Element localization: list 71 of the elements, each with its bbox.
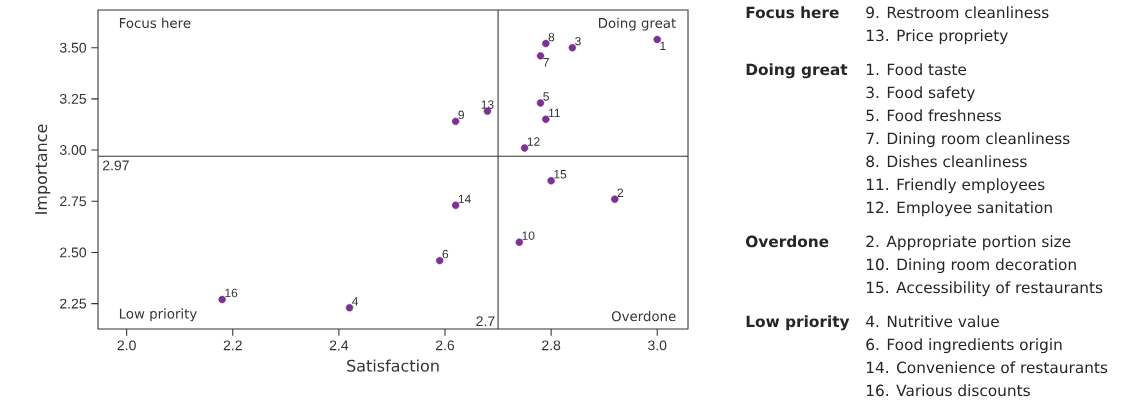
y-tick-label: 2.50 [60,247,87,258]
annotation: 9 [458,110,464,120]
x-axis-title: Satisfaction [347,359,439,372]
y-tick-label: 3.25 [59,93,87,104]
annotation: 5 [543,92,549,101]
text: 6. Food ingredients origin [866,338,1062,354]
text: 10. Dining room decoration [866,258,1076,274]
point [520,144,529,152]
x-tick-label: 3.0 [648,340,667,351]
annotation: Focus here [119,17,191,29]
text: 13. Price propriety [866,29,1008,45]
text: 16. Various discounts [866,384,1030,397]
y-axis-title: Importance [35,124,51,214]
annotation: Overdone [611,310,676,322]
y-tick-label: 2.25 [60,298,87,309]
point [345,303,354,312]
annotation: 10 [522,231,535,240]
annotation: 13 [481,100,494,109]
text: 12. Employee sanitation [866,201,1052,217]
text: Overdone [746,235,829,248]
annotation: 4 [352,297,359,306]
ref-line-label: 2.7 [476,316,495,327]
annotation: 8 [548,32,555,42]
annotation: 2 [617,188,624,197]
annotation: 11 [549,108,560,118]
point [451,201,460,210]
point [515,238,524,246]
point [547,177,555,185]
annotation: 16 [225,288,238,298]
x-tick-label: 2.2 [223,340,242,351]
text: 1. Food taste [866,63,967,76]
text: 14. Convenience of restaurants [866,361,1108,374]
annotation: 14 [458,194,471,204]
x-tick-label: 2.6 [435,340,455,351]
text: 3. Food safety [866,86,975,102]
text: Focus here [746,6,839,19]
text: 7. Dining room cleanliness [866,132,1070,148]
x-tick-label: 2.0 [117,340,136,351]
y-tick-label: 3.50 [59,42,87,53]
text: Doing great [746,63,848,79]
text: 2. Appropriate portion size [866,235,1071,251]
text: 11. Friendly employees [866,178,1045,194]
x-tick-label: 2.8 [542,340,561,351]
annotation: Low priority [119,308,197,322]
text: 9. Restroom cleanliness [866,6,1049,19]
annotation: 15 [554,170,567,179]
point [536,99,545,107]
point [536,52,545,60]
text: Low priority [746,315,850,331]
x-tick-label: 2.4 [329,340,349,351]
y-tick-label: 2.75 [60,196,87,207]
text: 15. Accessibility of restaurants [866,281,1103,297]
annotation: 12 [527,137,540,146]
annotation: 1 [660,41,666,50]
annotation: Doing great [599,17,676,31]
point [451,117,460,126]
point [542,39,550,48]
point [435,256,444,265]
annotation: 3 [575,36,581,46]
point [218,295,226,304]
point [611,195,619,203]
annotation: 6 [442,249,449,259]
point [653,35,661,44]
y-tick-label: 3.00 [59,145,87,155]
text: 8. Dishes cleanliness [866,155,1027,168]
ref-line-label: 2.97 [102,160,129,171]
point [542,115,550,124]
text: 5. Food freshness [866,109,1001,122]
point [568,43,577,52]
annotation: 7 [543,58,549,67]
text: 4. Nutritive value [866,315,999,328]
